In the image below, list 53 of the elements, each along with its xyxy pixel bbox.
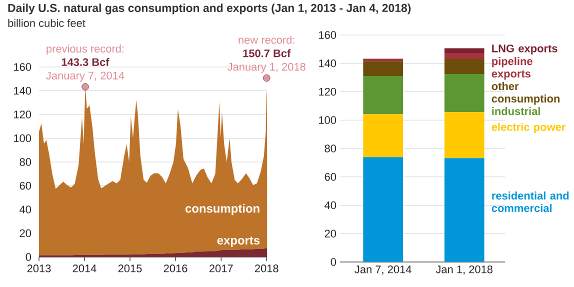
- chart-subtitle: billion cubic feet: [8, 18, 86, 28]
- series-label: consumption: [185, 204, 260, 216]
- y-tick-label: 60: [20, 182, 32, 190]
- x-tick-label: Jan 1, 2018: [436, 266, 493, 275]
- series-label: exports: [217, 236, 260, 247]
- bar: [444, 53, 484, 59]
- x-tick-label: 2015: [118, 264, 142, 272]
- bar: [444, 48, 484, 54]
- series-label: residential and commercial: [492, 192, 569, 212]
- bar: [363, 76, 403, 114]
- text: 150.7 Bcf: [243, 49, 291, 58]
- series-label: industrial: [492, 107, 540, 116]
- bar: [363, 61, 403, 76]
- chart-title: Daily U.S. natural gas consumption and exports (Jan 1, 2013 - Jan 4, 2018): [8, 4, 411, 14]
- y-tick-label: 140: [319, 60, 336, 68]
- annotation: January 7, 2014: [46, 72, 124, 82]
- y-tick-label: 20: [20, 229, 32, 238]
- y-tick-label: 120: [319, 88, 336, 96]
- y-tick-label: 140: [14, 86, 32, 95]
- annotation: January 1, 2018: [228, 62, 306, 73]
- y-tick-label: 20: [324, 230, 336, 238]
- y-tick-label: 160: [319, 31, 336, 39]
- y-tick-label: 80: [20, 158, 32, 166]
- bar: [363, 58, 403, 62]
- y-tick-label: 60: [324, 173, 336, 181]
- x-tick-label: 2017: [209, 264, 233, 272]
- x-tick-label: Jan 7, 2014: [354, 266, 412, 275]
- y-tick-label: 0: [330, 258, 336, 266]
- x-tick-label: 2013: [27, 264, 51, 272]
- bar: [363, 114, 403, 158]
- y-tick-label: 160: [14, 63, 32, 71]
- text: new record:: [238, 36, 294, 44]
- x-tick-label: 2014: [72, 264, 96, 272]
- series-label: LNG exports: [492, 44, 558, 54]
- series-label: pipeline exports: [492, 57, 532, 80]
- bar: [363, 157, 403, 262]
- y-tick-label: 40: [20, 206, 32, 214]
- y-tick-label: 0: [26, 253, 32, 261]
- text: previous record:: [46, 44, 124, 55]
- text: 143.3 Bcf: [62, 58, 110, 66]
- y-tick-label: 100: [319, 116, 336, 124]
- series-label: electric power: [492, 122, 566, 134]
- y-tick-label: 80: [324, 144, 336, 152]
- bar: [444, 158, 484, 262]
- bar: [444, 58, 484, 74]
- y-tick-label: 100: [14, 134, 32, 142]
- y-tick-label: 120: [14, 110, 32, 118]
- x-tick-label: 2018: [254, 264, 278, 272]
- bar: [444, 112, 484, 158]
- series-label: other consumption: [492, 82, 560, 105]
- y-tick-label: 40: [324, 201, 336, 210]
- bar: [444, 74, 484, 112]
- x-tick-label: 2016: [164, 264, 188, 272]
